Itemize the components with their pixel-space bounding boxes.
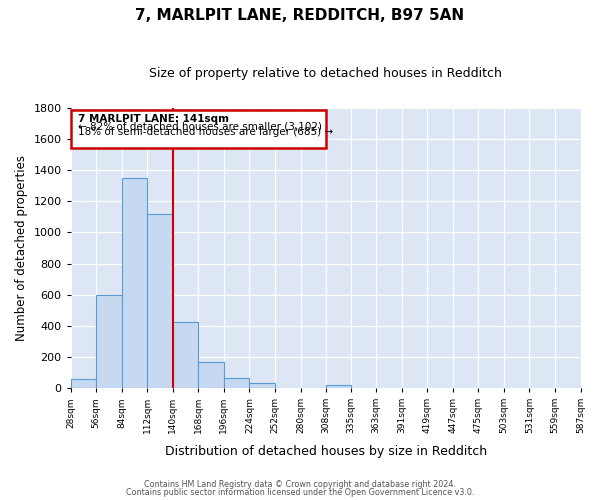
Bar [199,362,224,388]
Text: 7, MARLPIT LANE, REDDITCH, B97 5AN: 7, MARLPIT LANE, REDDITCH, B97 5AN [136,8,464,22]
Text: Contains HM Land Registry data © Crown copyright and database right 2024.: Contains HM Land Registry data © Crown c… [144,480,456,489]
Y-axis label: Number of detached properties: Number of detached properties [15,155,28,341]
Text: 7 MARLPIT LANE: 141sqm: 7 MARLPIT LANE: 141sqm [78,114,229,124]
Bar [173,322,199,388]
Bar [71,378,96,388]
Bar [96,295,122,388]
Title: Size of property relative to detached houses in Redditch: Size of property relative to detached ho… [149,68,502,80]
Bar [326,385,350,388]
Bar [148,214,173,388]
Text: Contains public sector information licensed under the Open Government Licence v3: Contains public sector information licen… [126,488,474,497]
Text: 18% of semi-detached houses are larger (685) →: 18% of semi-detached houses are larger (… [78,128,333,138]
Bar [250,382,275,388]
Text: ← 82% of detached houses are smaller (3,102): ← 82% of detached houses are smaller (3,… [78,122,322,132]
Bar [224,378,250,388]
Bar [71,110,326,148]
Bar [122,178,148,388]
X-axis label: Distribution of detached houses by size in Redditch: Distribution of detached houses by size … [164,444,487,458]
